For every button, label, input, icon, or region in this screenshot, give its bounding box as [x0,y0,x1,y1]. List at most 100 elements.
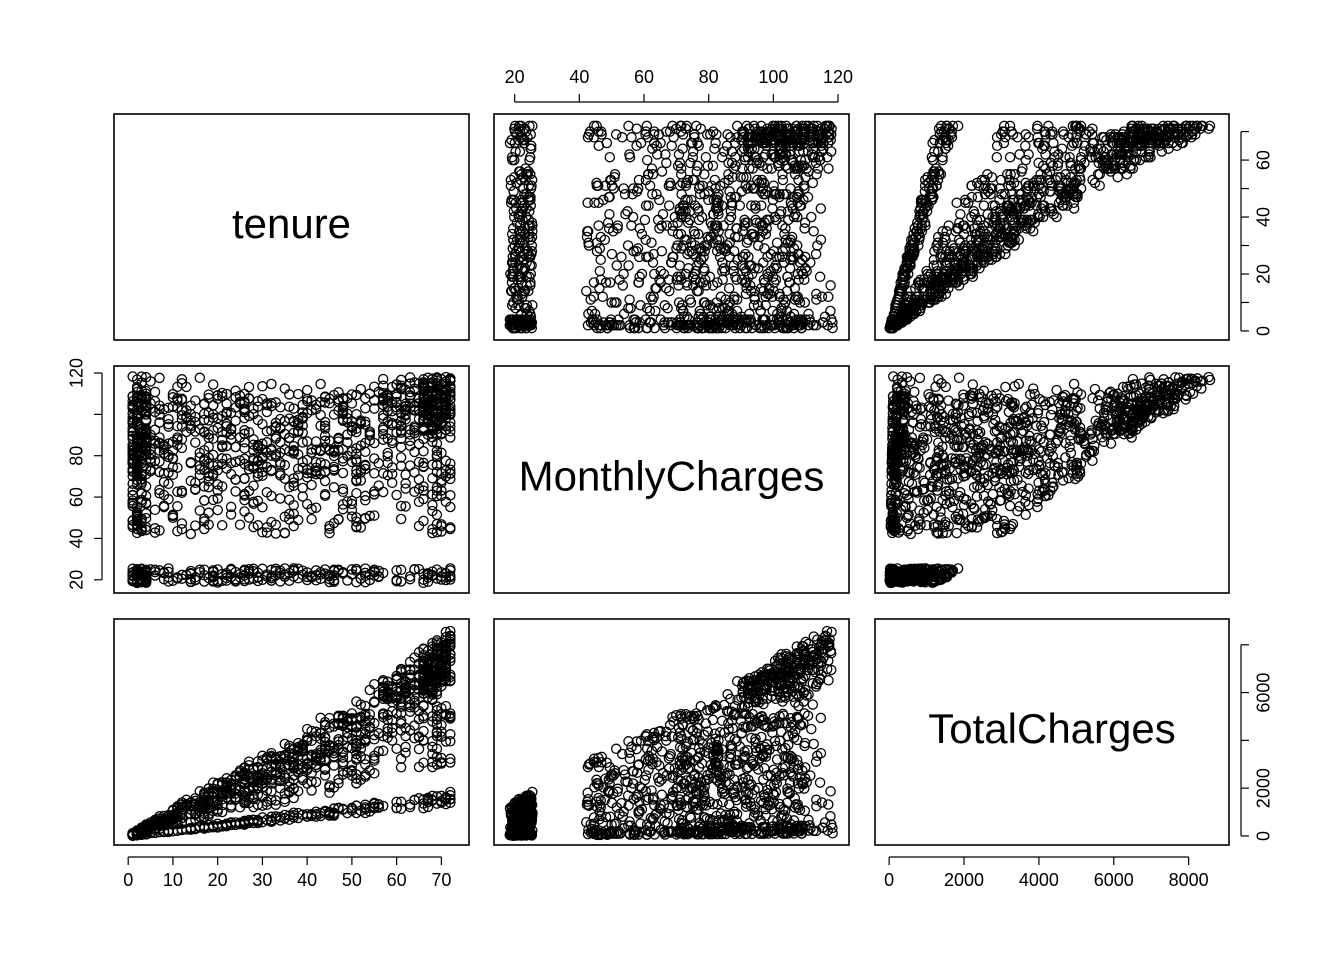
data-point [400,469,411,480]
data-point [216,520,228,531]
data-point [1048,137,1059,149]
data-point [659,300,671,311]
data-point [793,174,804,186]
data-point [239,473,250,484]
data-point [342,575,353,586]
data-point [682,217,694,228]
data-point [943,220,954,231]
data-point [606,248,618,260]
data-point [736,146,748,157]
data-point [604,208,615,220]
data-point [799,217,811,228]
data-point [369,468,380,479]
data-point [611,260,623,271]
data-point [1020,154,1032,166]
data-point [667,251,679,263]
data-point [782,271,793,283]
data-point [279,528,291,539]
data-point [297,482,308,494]
data-point [633,277,645,288]
data-point [674,157,686,169]
data-point [270,528,282,539]
data-point [651,188,662,200]
data-point [1089,383,1101,395]
data-point [622,240,634,251]
data-point [807,177,819,189]
data-point [207,379,219,390]
data-point [702,160,714,172]
data-point [604,151,616,163]
data-point [967,379,979,390]
data-point [581,285,592,297]
data-point [737,251,748,263]
data-point [623,260,634,271]
data-point [634,223,646,234]
data-point [257,381,268,392]
data-point [815,234,827,246]
data-point [825,305,836,317]
data-point [694,180,705,191]
data-point [713,226,724,237]
data-point [301,384,313,396]
data-point [685,157,696,169]
data-point [616,251,627,263]
data-point [585,294,596,305]
data-point [190,484,201,495]
data-point [593,220,604,231]
data-point [514,146,526,157]
data-point [700,280,712,291]
data-point [799,274,810,285]
data-point [674,260,685,271]
data-point [633,174,645,186]
data-point [507,243,519,254]
data-point [386,477,398,489]
data-point [951,197,962,209]
data-point [636,268,648,280]
data-point [149,386,161,398]
data-point [613,314,624,325]
data-point [1023,149,1034,160]
data-point [306,513,317,525]
data-point [185,528,197,540]
data-point [582,197,593,209]
data-point [395,513,407,525]
data-point [1000,381,1011,393]
data-point [190,520,201,531]
data-point [633,251,645,263]
data-point [799,223,810,234]
data-point [663,200,675,211]
data-point [1020,140,1031,152]
data-point [985,188,996,200]
data-point [717,274,728,285]
data-point [742,151,754,163]
data-point [176,518,188,529]
data-point [642,132,654,143]
data-point [654,194,665,206]
data-point [597,291,608,303]
data-point [602,217,614,228]
data-point [722,129,733,140]
data-point [641,154,653,166]
data-point [328,482,340,493]
data-point [391,489,402,501]
data-point [955,208,966,220]
data-point [635,300,646,311]
data-point [656,166,668,177]
data-point [655,314,666,325]
data-point [588,277,600,288]
data-point [780,243,791,254]
panel-points-tenure-vs-TotalCharges [884,120,1216,334]
data-point [595,231,607,243]
data-point [991,151,1003,163]
data-point [914,372,926,384]
data-point [234,519,246,530]
data-point [687,151,699,163]
data-point [811,288,822,300]
panel-points-MonthlyCharges-vs-tenure [127,371,456,589]
data-point [1070,473,1081,485]
data-point [762,163,773,174]
data-point [777,174,789,186]
data-point [594,265,606,277]
data-point [798,194,809,206]
data-point [505,174,517,186]
